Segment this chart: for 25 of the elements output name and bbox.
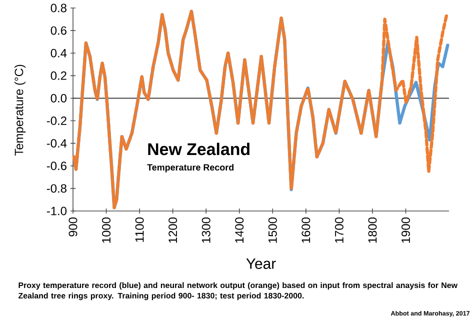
y-tick-label: 0.2 xyxy=(50,71,66,80)
y-tick-label: -0.4 xyxy=(46,139,67,148)
y-tick-label: -0.6 xyxy=(46,162,66,170)
x-tick-label: 1800 xyxy=(368,217,377,243)
x-tick-label: 1300 xyxy=(202,217,210,243)
x-tick-label: 1200 xyxy=(168,217,178,243)
x-tick-label: 1500 xyxy=(268,217,277,243)
x-tick-label: 1700 xyxy=(334,217,344,243)
y-tick-label: -0.2 xyxy=(46,116,66,125)
x-axis-title: Year xyxy=(246,258,276,269)
y-tick-label: 0.8 xyxy=(50,4,66,12)
y-tick-label: -0.8 xyxy=(46,184,66,193)
x-tick-label: 1600 xyxy=(302,217,310,243)
text: New Zealand xyxy=(148,142,250,156)
y-tick-label: 0.0 xyxy=(50,94,67,102)
text: Temperature Record xyxy=(147,164,234,172)
x-tick-label: 900 xyxy=(68,217,78,236)
x-tick-label: 1900 xyxy=(402,217,410,243)
x-tick-label: 1400 xyxy=(235,217,244,243)
y-tick-label: 0.6 xyxy=(50,26,66,35)
x-tick-label: 1000 xyxy=(102,217,110,243)
y-tick-label: -1.0 xyxy=(46,206,67,216)
y-tick-label: 0.4 xyxy=(50,48,67,58)
y-axis-title: Temperature (°C) xyxy=(14,64,26,156)
x-tick-label: 1100 xyxy=(135,217,144,242)
